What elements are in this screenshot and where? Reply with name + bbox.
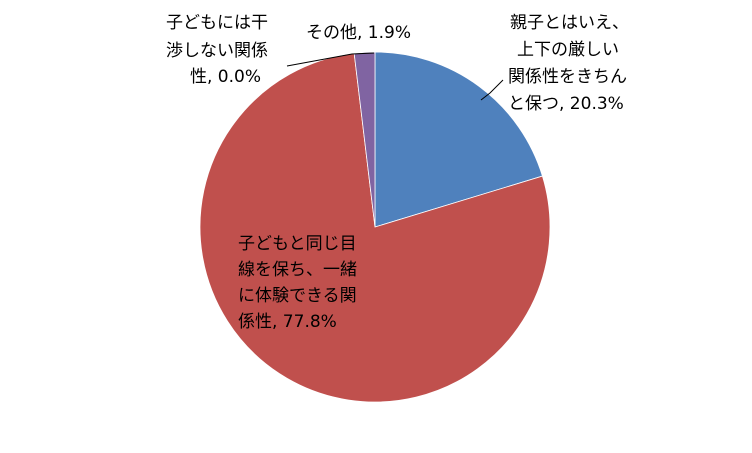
leader-line-slice-0 <box>480 79 504 101</box>
pie-slice-1 <box>199 52 551 403</box>
pie-slices <box>199 51 551 403</box>
data-label-slice-0: 親子とはいえ、 上下の厳しい 関係性をきちん と保つ, 20.3% <box>508 13 634 114</box>
pie-slice-0 <box>374 51 543 228</box>
data-label-slice-2: 子どもには干 渉しない関係 性, 0.0% <box>166 13 273 87</box>
pie-slice-3 <box>353 51 376 228</box>
data-label-slice-1: 子どもと同じ目 線を保ち、一緒 に体験できる関 係性, 77.8% <box>238 234 362 332</box>
data-labels: 親子とはいえ、 上下の厳しい 関係性をきちん と保つ, 20.3% 子どもと同じ… <box>166 13 634 332</box>
leader-line-slice-2 <box>286 52 375 67</box>
data-label-slice-3: その他, 1.9% <box>306 23 411 43</box>
leader-lines <box>286 52 504 101</box>
